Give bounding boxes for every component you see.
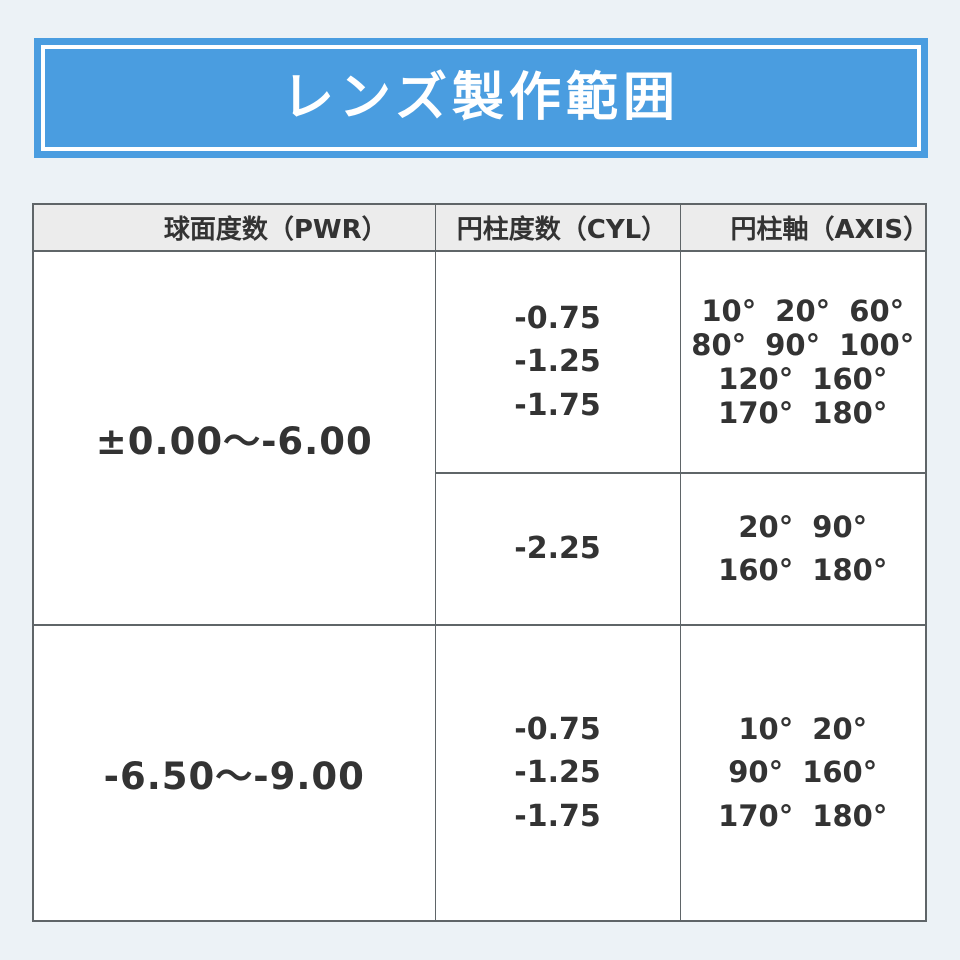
pwr-range-value: ±0.00〜-6.00 xyxy=(32,250,436,626)
title-banner-inner-frame: レンズ製作範囲 xyxy=(41,45,921,151)
title-banner: レンズ製作範囲 xyxy=(34,38,928,158)
cyl-values: -0.75 -1.25 -1.75 xyxy=(434,624,681,922)
table-row: -2.25 20° 90° 160° 180° xyxy=(33,472,927,626)
axis-values: 10° 20° 90° 160° 170° 180° xyxy=(679,624,927,922)
axis-values: 20° 90° 160° 180° xyxy=(679,472,927,626)
pwr-range-value: -6.50〜-9.00 xyxy=(32,624,436,922)
page-title: レンズ製作範囲 xyxy=(282,68,680,128)
lens-range-table: 球面度数（PWR） 円柱度数（CYL） 円柱軸（AXIS） ±0.00〜-6.0… xyxy=(32,203,929,922)
axis-values: 10° 20° 60° 80° 90° 100° 120° 160° 170° … xyxy=(679,250,927,474)
column-header-cyl: 円柱度数（CYL） xyxy=(434,203,681,252)
column-header-pwr: 球面度数（PWR） xyxy=(32,203,436,252)
table-row: -6.50〜-9.00 -0.75 -1.25 -1.75 10° 20° 90… xyxy=(32,624,927,922)
table-row: ±0.00〜-6.00 -0.75 -1.25 -1.75 10° 20° 60… xyxy=(32,250,927,626)
column-header-axis: 円柱軸（AXIS） xyxy=(679,203,929,252)
cyl-values: -0.75 -1.25 -1.75 xyxy=(434,250,681,474)
table-header-row: 球面度数（PWR） 円柱度数（CYL） 円柱軸（AXIS） xyxy=(32,203,929,252)
cyl-values: -2.25 xyxy=(434,472,681,626)
